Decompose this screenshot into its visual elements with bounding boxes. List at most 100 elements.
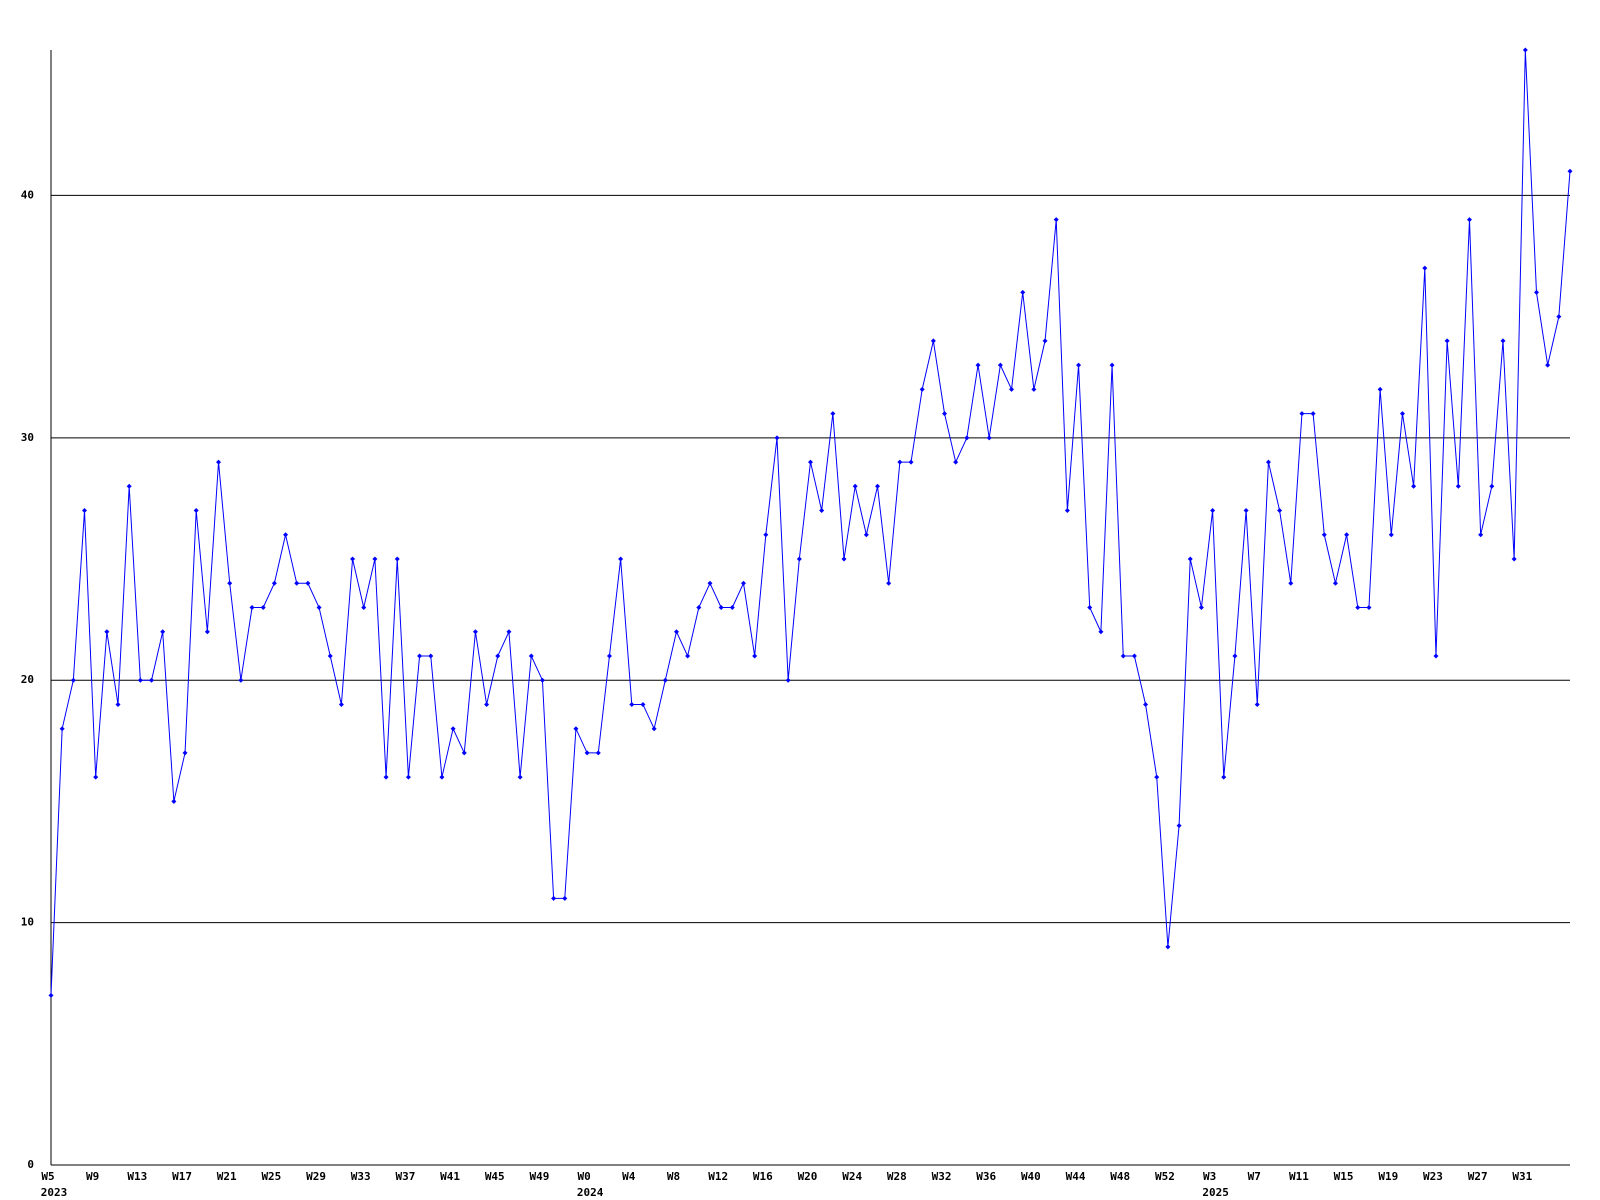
data-point [1210, 508, 1216, 514]
data-point [573, 726, 579, 732]
data-point [1522, 47, 1528, 53]
data-point [551, 895, 557, 901]
data-point [316, 605, 322, 610]
data-point [93, 774, 99, 780]
data-point [1165, 944, 1171, 950]
data-point [1176, 823, 1182, 829]
data-point [1478, 532, 1484, 538]
data-point [204, 629, 210, 635]
x-tick-label: W44 [1066, 1170, 1086, 1183]
year-label: 2023 [41, 1186, 68, 1199]
x-tick-label: W15 [1334, 1170, 1354, 1183]
x-tick-label: W7 [1248, 1170, 1261, 1183]
data-point [1377, 386, 1383, 392]
data-point [1455, 483, 1461, 489]
data-point [584, 750, 590, 756]
data-point [472, 629, 478, 635]
x-tick-label: W45 [485, 1170, 505, 1183]
y-tick-label: 0 [27, 1158, 34, 1171]
x-tick-label: W52 [1155, 1170, 1175, 1183]
x-tick-label: W8 [667, 1170, 680, 1183]
data-point [986, 435, 992, 441]
data-point [59, 726, 65, 732]
data-point [1355, 605, 1361, 610]
data-point [327, 653, 333, 659]
data-point [484, 701, 490, 707]
data-point [606, 653, 612, 659]
x-tick-label: W17 [172, 1170, 192, 1183]
year-label: 2025 [1202, 1186, 1229, 1199]
x-tick-label: W5 [41, 1170, 54, 1183]
data-point [104, 629, 110, 635]
data-point [819, 508, 825, 514]
data-point [394, 556, 400, 562]
x-tick-label: W33 [351, 1170, 371, 1183]
data-point [1411, 483, 1417, 489]
data-point [752, 653, 758, 659]
data-point [350, 556, 356, 562]
data-point [1265, 459, 1271, 465]
data-point [506, 629, 512, 635]
data-point [562, 895, 568, 901]
data-point [1277, 508, 1283, 514]
data-point [126, 483, 132, 489]
data-point [1489, 483, 1495, 489]
x-tick-label: W16 [753, 1170, 773, 1183]
data-point [919, 386, 925, 392]
x-tick-label: W28 [887, 1170, 907, 1183]
data-point [1545, 362, 1551, 368]
x-tick-label: W31 [1512, 1170, 1532, 1183]
data-point [115, 701, 121, 707]
data-point [528, 653, 534, 659]
data-point [975, 362, 981, 368]
data-point [808, 459, 813, 465]
data-point [1131, 653, 1137, 659]
data-point [1098, 629, 1104, 635]
data-point [439, 774, 445, 780]
data-point [372, 556, 378, 562]
y-tick-label: 40 [21, 188, 34, 201]
data-point [70, 677, 76, 683]
data-point [1143, 701, 1149, 707]
y-tick-label: 10 [21, 916, 34, 929]
data-point [193, 508, 199, 514]
data-point [863, 532, 869, 538]
data-point [361, 605, 367, 610]
data-point [1020, 289, 1026, 295]
x-tick-label: W9 [86, 1170, 99, 1183]
data-point [1254, 701, 1260, 707]
x-tick-label: W13 [127, 1170, 147, 1183]
data-point [461, 750, 467, 756]
data-point [707, 580, 713, 586]
data-point [595, 750, 601, 756]
data-point [997, 362, 1003, 368]
x-tick-label: W27 [1468, 1170, 1488, 1183]
data-point [618, 556, 624, 562]
data-point [673, 629, 679, 635]
data-point [1321, 532, 1327, 538]
data-point [1187, 556, 1193, 562]
data-point [1511, 556, 1517, 562]
data-point [651, 726, 657, 732]
data-point [740, 580, 746, 586]
data-point [1064, 508, 1070, 514]
y-tick-label: 20 [21, 673, 34, 686]
data-point [1567, 168, 1573, 174]
x-tick-label: W3 [1203, 1170, 1216, 1183]
data-point [294, 580, 300, 586]
x-tick-label: W4 [622, 1170, 636, 1183]
data-point [1299, 411, 1305, 417]
data-point [1288, 580, 1294, 586]
x-tick-label: W48 [1110, 1170, 1130, 1183]
data-point [1009, 386, 1015, 392]
data-point [930, 338, 936, 344]
data-point [1366, 605, 1372, 610]
data-point [383, 774, 389, 780]
data-point [1344, 532, 1350, 538]
data-point [1433, 653, 1439, 659]
x-tick-label: W37 [395, 1170, 415, 1183]
x-tick-label: W19 [1378, 1170, 1398, 1183]
data-point [796, 556, 802, 562]
data-point [1556, 314, 1562, 320]
